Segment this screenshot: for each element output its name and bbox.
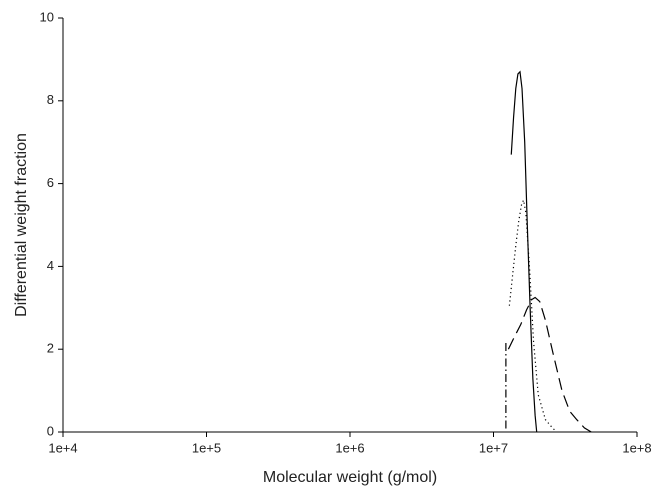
y-tick-label: 0 bbox=[47, 423, 54, 438]
x-tick-label: 1e+8 bbox=[622, 440, 651, 455]
y-tick-label: 2 bbox=[47, 341, 54, 356]
x-tick-label: 1e+4 bbox=[48, 440, 77, 455]
series-line bbox=[507, 296, 592, 433]
series-line bbox=[508, 198, 557, 433]
x-tick-label: 1e+5 bbox=[192, 440, 221, 455]
x-tick-label: 1e+6 bbox=[335, 440, 364, 455]
y-tick-label: 10 bbox=[40, 9, 54, 24]
y-axis-label: Differential weight fraction bbox=[13, 133, 30, 317]
y-tick-label: 6 bbox=[47, 175, 54, 190]
y-tick-label: 4 bbox=[47, 258, 54, 273]
series-line bbox=[510, 70, 538, 433]
x-axis-label: Molecular weight (g/mol) bbox=[263, 469, 437, 486]
y-tick-label: 8 bbox=[47, 92, 54, 107]
x-tick-label: 1e+7 bbox=[479, 440, 508, 455]
